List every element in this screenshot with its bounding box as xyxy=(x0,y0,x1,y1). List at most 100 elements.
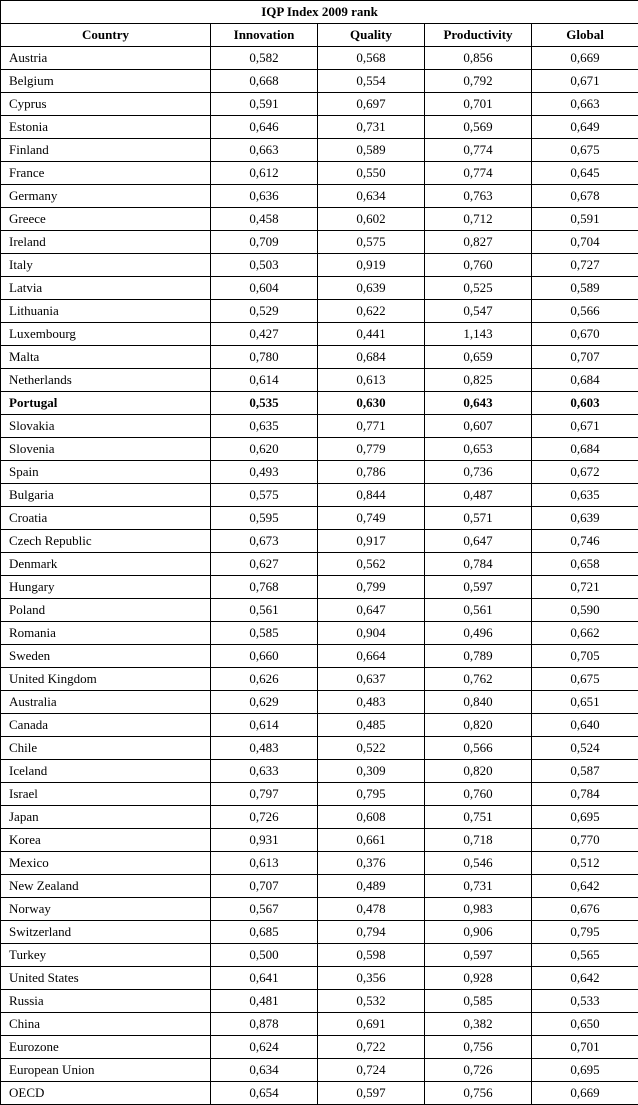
cell-productivity: 0,718 xyxy=(425,829,532,852)
cell-innovation: 0,797 xyxy=(211,783,318,806)
cell-global: 0,746 xyxy=(532,530,638,553)
cell-global: 0,589 xyxy=(532,277,638,300)
cell-quality: 0,771 xyxy=(318,415,425,438)
cell-innovation: 0,529 xyxy=(211,300,318,323)
cell-country: OECD xyxy=(1,1082,211,1105)
cell-country: Poland xyxy=(1,599,211,622)
cell-country: Denmark xyxy=(1,553,211,576)
cell-productivity: 0,792 xyxy=(425,70,532,93)
cell-global: 0,645 xyxy=(532,162,638,185)
cell-quality: 0,568 xyxy=(318,47,425,70)
cell-global: 0,635 xyxy=(532,484,638,507)
table-row: Slovakia0,6350,7710,6070,671 xyxy=(1,415,638,438)
cell-global: 0,587 xyxy=(532,760,638,783)
cell-global: 0,662 xyxy=(532,622,638,645)
cell-country: Eurozone xyxy=(1,1036,211,1059)
cell-productivity: 0,566 xyxy=(425,737,532,760)
cell-productivity: 0,701 xyxy=(425,93,532,116)
cell-quality: 0,691 xyxy=(318,1013,425,1036)
table-row: Bulgaria0,5750,8440,4870,635 xyxy=(1,484,638,507)
cell-productivity: 0,928 xyxy=(425,967,532,990)
cell-innovation: 0,493 xyxy=(211,461,318,484)
table-row: Greece0,4580,6020,7120,591 xyxy=(1,208,638,231)
col-productivity: Productivity xyxy=(425,24,532,47)
cell-country: Estonia xyxy=(1,116,211,139)
cell-quality: 0,630 xyxy=(318,392,425,415)
cell-innovation: 0,481 xyxy=(211,990,318,1013)
cell-productivity: 0,820 xyxy=(425,760,532,783)
cell-country: Canada xyxy=(1,714,211,737)
table-row: Israel0,7970,7950,7600,784 xyxy=(1,783,638,806)
cell-productivity: 0,760 xyxy=(425,783,532,806)
cell-quality: 0,844 xyxy=(318,484,425,507)
cell-country: Portugal xyxy=(1,392,211,415)
cell-productivity: 0,547 xyxy=(425,300,532,323)
cell-productivity: 0,607 xyxy=(425,415,532,438)
cell-global: 0,704 xyxy=(532,231,638,254)
cell-productivity: 0,597 xyxy=(425,576,532,599)
cell-country: European Union xyxy=(1,1059,211,1082)
cell-productivity: 0,571 xyxy=(425,507,532,530)
cell-innovation: 0,663 xyxy=(211,139,318,162)
cell-global: 0,795 xyxy=(532,921,638,944)
cell-productivity: 0,496 xyxy=(425,622,532,645)
cell-quality: 0,722 xyxy=(318,1036,425,1059)
cell-global: 0,591 xyxy=(532,208,638,231)
cell-innovation: 0,668 xyxy=(211,70,318,93)
cell-country: Malta xyxy=(1,346,211,369)
cell-quality: 0,441 xyxy=(318,323,425,346)
cell-country: United States xyxy=(1,967,211,990)
table-row: Korea0,9310,6610,7180,770 xyxy=(1,829,638,852)
cell-country: Slovakia xyxy=(1,415,211,438)
cell-innovation: 0,595 xyxy=(211,507,318,530)
cell-country: United Kingdom xyxy=(1,668,211,691)
table-row: Portugal0,5350,6300,6430,603 xyxy=(1,392,638,415)
cell-innovation: 0,500 xyxy=(211,944,318,967)
cell-innovation: 0,646 xyxy=(211,116,318,139)
cell-productivity: 0,382 xyxy=(425,1013,532,1036)
cell-innovation: 0,458 xyxy=(211,208,318,231)
cell-quality: 0,613 xyxy=(318,369,425,392)
cell-innovation: 0,636 xyxy=(211,185,318,208)
cell-innovation: 0,561 xyxy=(211,599,318,622)
cell-productivity: 0,546 xyxy=(425,852,532,875)
cell-quality: 0,904 xyxy=(318,622,425,645)
cell-global: 0,705 xyxy=(532,645,638,668)
table-row: Italy0,5030,9190,7600,727 xyxy=(1,254,638,277)
cell-innovation: 0,483 xyxy=(211,737,318,760)
cell-productivity: 0,784 xyxy=(425,553,532,576)
cell-country: Austria xyxy=(1,47,211,70)
cell-productivity: 0,653 xyxy=(425,438,532,461)
table-row: New Zealand0,7070,4890,7310,642 xyxy=(1,875,638,898)
table-row: Mexico0,6130,3760,5460,512 xyxy=(1,852,638,875)
cell-country: Australia xyxy=(1,691,211,714)
col-country: Country xyxy=(1,24,211,47)
cell-innovation: 0,591 xyxy=(211,93,318,116)
cell-innovation: 0,535 xyxy=(211,392,318,415)
table-header-row: Country Innovation Quality Productivity … xyxy=(1,24,638,47)
cell-innovation: 0,629 xyxy=(211,691,318,714)
iqp-index-table: IQP Index 2009 rank Country Innovation Q… xyxy=(0,0,638,1105)
cell-country: Hungary xyxy=(1,576,211,599)
table-row: Latvia0,6040,6390,5250,589 xyxy=(1,277,638,300)
table-row: Germany0,6360,6340,7630,678 xyxy=(1,185,638,208)
col-innovation: Innovation xyxy=(211,24,318,47)
table-row: Belgium0,6680,5540,7920,671 xyxy=(1,70,638,93)
cell-country: Croatia xyxy=(1,507,211,530)
cell-global: 0,695 xyxy=(532,1059,638,1082)
cell-country: Greece xyxy=(1,208,211,231)
table-row: Canada0,6140,4850,8200,640 xyxy=(1,714,638,737)
table-row: Malta0,7800,6840,6590,707 xyxy=(1,346,638,369)
table-row: Finland0,6630,5890,7740,675 xyxy=(1,139,638,162)
cell-country: Ireland xyxy=(1,231,211,254)
cell-country: Chile xyxy=(1,737,211,760)
cell-global: 0,565 xyxy=(532,944,638,967)
cell-global: 0,695 xyxy=(532,806,638,829)
cell-quality: 0,483 xyxy=(318,691,425,714)
cell-productivity: 0,906 xyxy=(425,921,532,944)
cell-global: 0,770 xyxy=(532,829,638,852)
cell-country: Spain xyxy=(1,461,211,484)
cell-global: 0,684 xyxy=(532,369,638,392)
table-body: Austria0,5820,5680,8560,669Belgium0,6680… xyxy=(1,47,638,1105)
cell-productivity: 0,983 xyxy=(425,898,532,921)
